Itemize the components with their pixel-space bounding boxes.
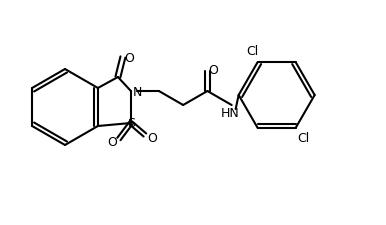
Text: O: O bbox=[107, 135, 117, 148]
Text: O: O bbox=[208, 64, 218, 77]
Text: S: S bbox=[127, 117, 135, 130]
Text: HN: HN bbox=[220, 107, 239, 120]
Text: Cl: Cl bbox=[298, 132, 310, 145]
Text: N: N bbox=[133, 85, 142, 98]
Text: O: O bbox=[147, 131, 157, 144]
Text: Cl: Cl bbox=[247, 44, 259, 57]
Text: O: O bbox=[124, 51, 134, 64]
